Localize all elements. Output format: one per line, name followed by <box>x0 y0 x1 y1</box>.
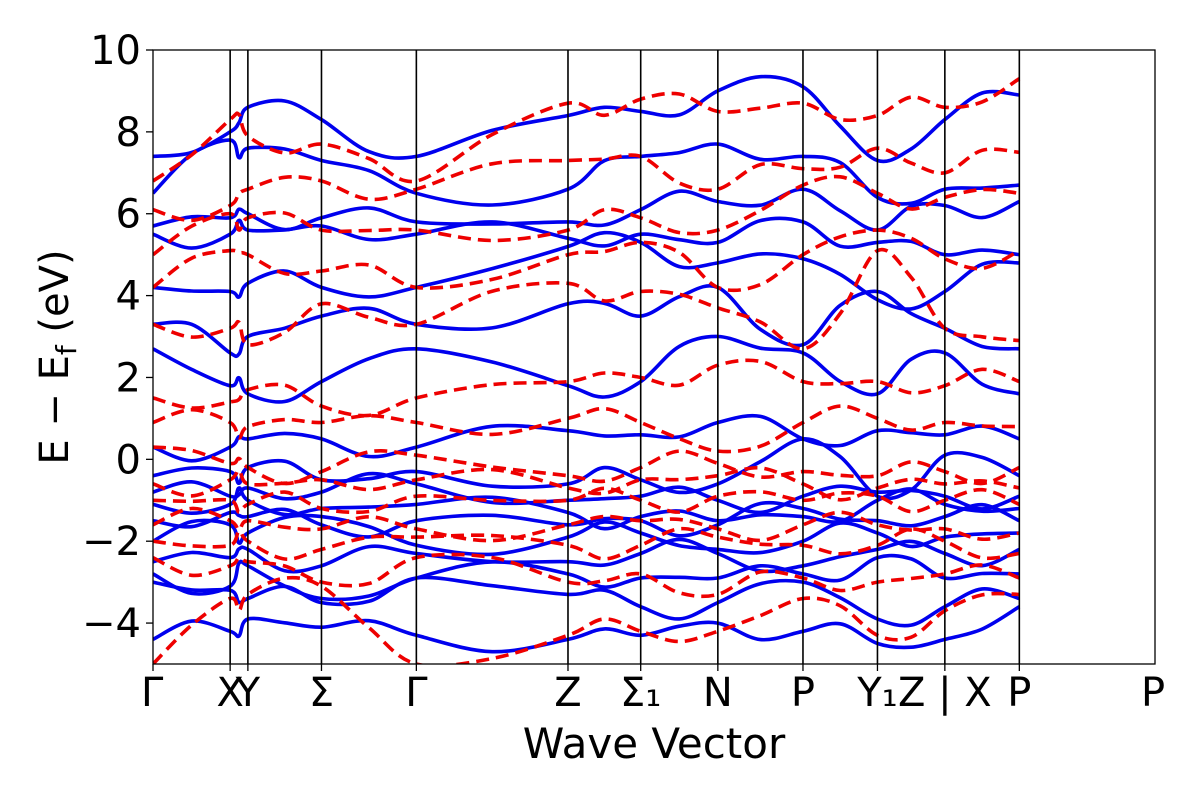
dashed-band-7 <box>153 445 1021 486</box>
y-axis-label-subscript: f <box>50 344 83 355</box>
y-tick-label: −2 <box>82 519 141 565</box>
solid-band-12 <box>153 284 1020 359</box>
solid-band-14 <box>153 216 1020 257</box>
solid-band-3 <box>153 553 1020 602</box>
dashed-band-2 <box>153 552 1020 599</box>
dashed-band-13 <box>153 146 1020 223</box>
y-tick-label: −4 <box>82 601 141 647</box>
dashed-band-12 <box>153 174 1020 257</box>
bands-layer <box>153 74 1021 664</box>
y-axis-label-unit: (eV) <box>32 249 78 345</box>
solid-band-11 <box>153 334 1020 404</box>
dashed-band-1 <box>153 575 1020 664</box>
dashed-band-9 <box>153 358 1020 418</box>
solid-band-17 <box>153 74 1020 164</box>
dashed-band-5 <box>153 486 1021 515</box>
x-tick-label: P <box>791 670 815 716</box>
kpoint-lines <box>229 50 1021 664</box>
solid-band-15 <box>153 187 1021 232</box>
solid-band-8 <box>153 471 1020 515</box>
x-tick-label: Z | X <box>898 670 992 716</box>
y-axis-label: E − Ef (eV) <box>32 249 83 464</box>
solid-band-13 <box>153 230 1020 311</box>
y-tick-label: 8 <box>116 110 141 156</box>
plot-frame <box>152 49 1156 665</box>
y-tick-label: 10 <box>90 28 141 74</box>
dashed-band-6 <box>153 465 1020 502</box>
x-tick-label: Σ <box>309 670 334 716</box>
x-tick-label: X <box>216 670 243 716</box>
x-tick-label: Y₁ <box>856 670 897 716</box>
dashed-band-10 <box>153 247 1020 351</box>
solid-band-16 <box>153 138 1020 207</box>
y-tick-label: 4 <box>116 274 141 320</box>
x-tick-label: Γ <box>405 670 428 716</box>
x-tick-label: Σ₁ <box>620 670 661 716</box>
x-tick-label: Γ <box>141 670 164 716</box>
x-axis-label: Wave Vector <box>523 719 786 768</box>
solid-band-7 <box>153 486 1020 531</box>
x-tick-label: N <box>703 670 733 716</box>
x-tick-label-end: P <box>1141 670 1165 716</box>
solid-band-6 <box>153 500 1021 539</box>
x-tick-label: Z <box>554 670 581 716</box>
solid-band-10 <box>153 413 1020 463</box>
solid-band-1 <box>153 605 1021 654</box>
y-axis-label-main: E − E <box>32 355 78 465</box>
dashed-band-4 <box>153 506 1020 543</box>
dashed-band-14 <box>153 77 1021 184</box>
x-axis-ticks: Γ XY Σ Γ Z Σ₁ N P Y₁ Z | X P P <box>141 664 1165 716</box>
x-tick-label: P <box>1007 670 1031 716</box>
solid-band-4 <box>153 537 1021 574</box>
y-tick-label: 0 <box>116 437 141 483</box>
y-tick-label: 6 <box>116 192 141 238</box>
y-axis-ticks: −4 −2 0 2 4 6 8 10 <box>82 28 153 647</box>
dashed-series <box>153 77 1021 664</box>
dashed-band-8 <box>153 404 1020 454</box>
solid-band-9 <box>153 437 1021 501</box>
x-tick-label: Y <box>235 670 261 716</box>
dashed-band-3 <box>153 526 1020 561</box>
dashed-band-11 <box>153 228 1021 293</box>
y-tick-label: 2 <box>116 355 141 401</box>
